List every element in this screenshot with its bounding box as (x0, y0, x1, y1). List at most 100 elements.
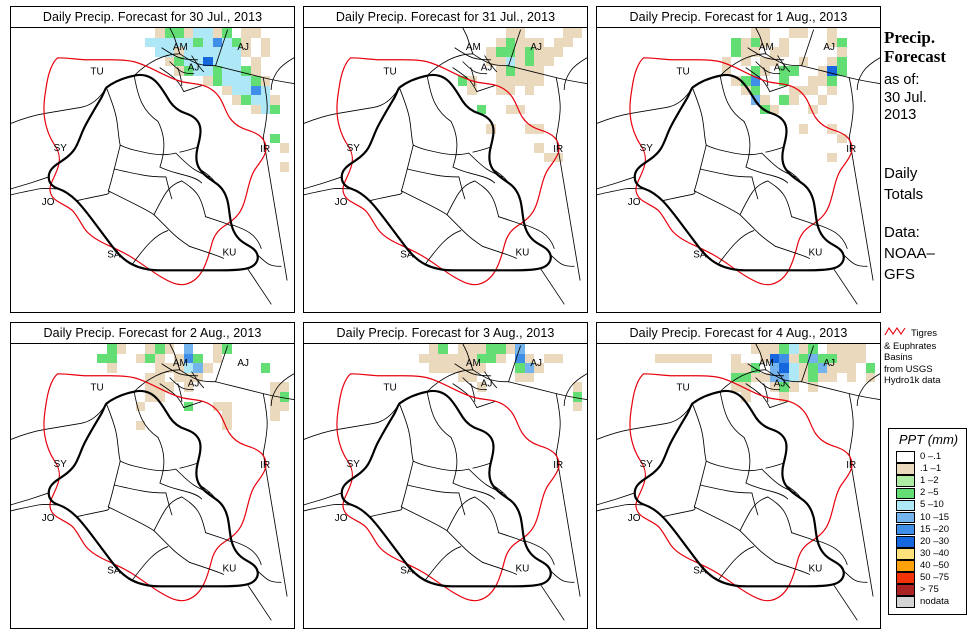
precip-cell (817, 353, 828, 364)
precip-cell (260, 47, 271, 57)
precip-cell (798, 353, 809, 364)
map-area[interactable]: TU SY JO SA IR KU AM AJ AJ (11, 344, 294, 628)
country-label-sy: SY (347, 143, 361, 154)
precip-cell (486, 56, 496, 67)
precip-cell (827, 124, 837, 134)
precip-cell (174, 28, 184, 38)
precip-cell (789, 344, 799, 354)
precip-cell (534, 124, 544, 134)
precip-cell (515, 353, 525, 364)
precip-cell (750, 37, 761, 48)
precip-cell (212, 66, 223, 76)
precip-cell (222, 66, 232, 76)
precip-cell (231, 85, 242, 96)
precip-cell (174, 56, 184, 67)
map-area[interactable]: TU SY JO SA IR KU AM AJ AJ (11, 28, 294, 312)
precip-cell (808, 382, 818, 392)
precip-cell (183, 28, 194, 38)
precip-cell (789, 382, 799, 392)
precip-cell (155, 344, 165, 354)
precip-cell (760, 95, 770, 105)
country-label-am: AM (173, 42, 188, 53)
precip-cell (769, 382, 780, 392)
precip-cell (789, 363, 799, 373)
precip-cell (135, 401, 146, 412)
precip-cell (741, 37, 751, 48)
precip-cell (779, 66, 789, 76)
precip-cell (183, 372, 194, 383)
precip-cell (448, 353, 458, 364)
basin-line4: from USGS (884, 363, 933, 375)
map-area[interactable]: TU SY JO SA IR KU AM AJ AJ (597, 344, 880, 628)
forecast-panel-3: Daily Precip. Forecast for 1 Aug., 2013 … (596, 6, 881, 313)
country-label-am: AM (466, 42, 481, 53)
precip-cell (164, 344, 175, 354)
precip-cell (241, 66, 251, 76)
precip-cell (155, 372, 165, 383)
precip-cell (515, 363, 525, 373)
precip-grid-layer (597, 344, 880, 628)
precip-cell (203, 56, 213, 67)
precip-cell (827, 372, 837, 383)
precip-cell (817, 372, 828, 383)
map-area[interactable]: TU SY JO SA IR KU AM AJ AJ (304, 344, 587, 628)
precip-cell (107, 353, 117, 364)
precip-cell (467, 372, 477, 383)
precip-cell (827, 66, 837, 76)
precip-cell (779, 353, 789, 364)
precip-cell (534, 47, 544, 57)
precip-cell (572, 382, 583, 392)
legend-swatch (896, 560, 915, 572)
precip-cell (438, 363, 448, 373)
map-area[interactable]: TU SY JO SA IR KU AM AJ AJ (597, 28, 880, 312)
precip-cell (837, 353, 847, 364)
precip-cell (155, 37, 165, 48)
legend-swatch (896, 475, 915, 488)
precip-cell (534, 76, 544, 86)
precip-cell (164, 382, 175, 392)
precip-cell (827, 344, 837, 354)
precip-cell (779, 363, 789, 373)
precip-cell (251, 104, 261, 115)
precip-cell (837, 47, 847, 57)
precip-cell (155, 382, 165, 392)
precip-cell (251, 76, 261, 86)
precip-cell (721, 66, 732, 76)
precip-cell (572, 401, 583, 412)
precip-cell (865, 372, 876, 383)
map-area[interactable]: TU SY JO SA IR KU AM AJ AJ (304, 28, 587, 312)
legend-row: 15 –20 (896, 523, 949, 536)
precip-cell (260, 104, 271, 115)
precip-cell (731, 363, 741, 373)
country-label-sy: SY (54, 459, 68, 470)
precip-cell (193, 353, 203, 364)
precip-cell (760, 37, 770, 48)
country-label-ku: KU (516, 247, 530, 258)
precip-cell (135, 420, 146, 431)
country-label-ir: IR (553, 460, 563, 471)
country-label-aj2: AJ (481, 63, 493, 74)
country-label-aj2: AJ (188, 379, 200, 390)
precip-cell (827, 37, 837, 48)
country-label-ku: KU (516, 563, 530, 574)
precip-cell (212, 344, 223, 354)
precip-cell (731, 76, 741, 86)
precip-cell (741, 392, 751, 402)
country-label-ku: KU (223, 563, 237, 574)
country-label-aj2: AJ (188, 63, 200, 74)
precip-cell (212, 28, 223, 38)
precip-cell (174, 372, 184, 383)
precip-cell (534, 143, 544, 153)
legend-swatch (896, 499, 915, 512)
country-label-tu: TU (383, 67, 396, 78)
country-label-jo: JO (335, 197, 348, 208)
precip-cell (203, 66, 213, 76)
precip-grid-layer (304, 28, 587, 312)
country-label-am: AM (173, 358, 188, 369)
precip-cell (750, 85, 761, 96)
precip-cell (222, 420, 232, 431)
precip-cell (457, 363, 468, 373)
legend-row: 20 –30 (896, 535, 949, 548)
precip-cell (496, 47, 506, 57)
country-label-aj: AJ (237, 358, 249, 369)
